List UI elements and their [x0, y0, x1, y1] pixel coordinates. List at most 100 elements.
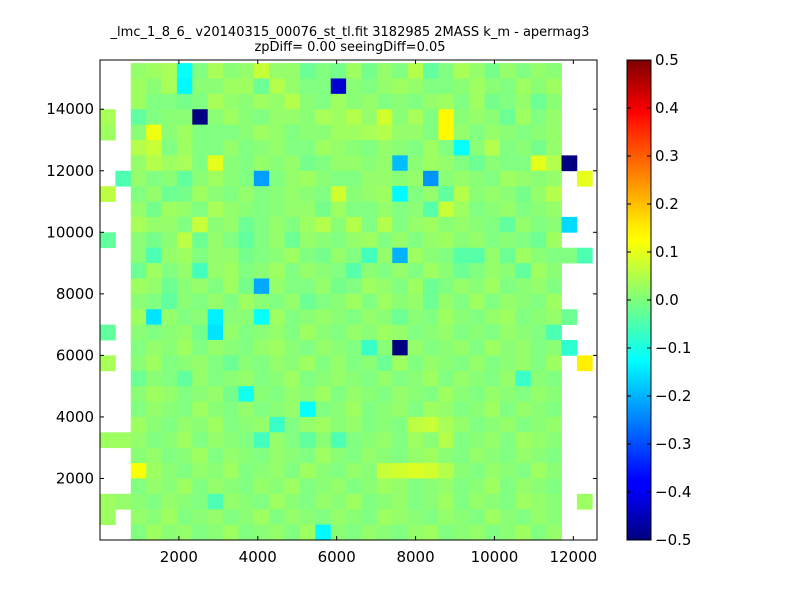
heatmap-cell	[361, 432, 378, 449]
heatmap-cell	[499, 124, 516, 141]
heatmap-cell	[299, 493, 316, 510]
heatmap-cell	[499, 201, 516, 218]
heatmap-cell	[223, 216, 239, 233]
heatmap-cell	[376, 370, 393, 387]
heatmap-cell	[346, 432, 362, 449]
heatmap-cell	[453, 109, 470, 126]
heatmap-cell	[392, 524, 409, 541]
heatmap-cell	[499, 524, 516, 541]
heatmap-cell	[176, 447, 193, 464]
heatmap-cell	[192, 155, 209, 172]
heatmap-cell	[530, 324, 547, 341]
heatmap-cell	[484, 509, 501, 526]
heatmap-cell	[423, 170, 439, 187]
heatmap-cell	[130, 324, 147, 341]
x-tick-label: 4000	[239, 548, 277, 566]
heatmap-cell	[207, 263, 224, 279]
heatmap-cell	[315, 247, 332, 264]
heatmap-cell	[161, 216, 178, 233]
heatmap-cell	[176, 63, 193, 79]
heatmap-cell	[392, 355, 409, 372]
heatmap-cell	[192, 186, 209, 202]
heatmap-cell	[269, 432, 285, 449]
heatmap-cell	[346, 278, 362, 295]
heatmap-cell	[346, 140, 362, 156]
heatmap-cell	[115, 170, 132, 187]
heatmap-cell	[438, 509, 455, 526]
heatmap-cell	[161, 124, 178, 141]
heatmap-cell	[392, 432, 409, 449]
heatmap-cell	[176, 109, 193, 126]
heatmap-cell	[546, 401, 562, 418]
heatmap-cell	[315, 278, 332, 295]
heatmap-cell	[453, 478, 470, 495]
heatmap-cell	[223, 278, 239, 295]
heatmap-cell	[423, 216, 439, 233]
heatmap-cell	[238, 355, 255, 372]
heatmap-cell	[299, 155, 316, 172]
heatmap-cell	[453, 124, 470, 141]
heatmap-cell	[453, 278, 470, 295]
heatmap-cell	[146, 355, 162, 372]
heatmap-cell	[238, 170, 255, 187]
heatmap-cell	[484, 432, 501, 449]
heatmap-cell	[392, 109, 409, 126]
heatmap-cell	[253, 78, 270, 95]
heatmap-cell	[269, 140, 285, 156]
heatmap-cell	[438, 186, 455, 202]
heatmap-cell	[484, 293, 501, 310]
heatmap-cell	[299, 293, 316, 310]
heatmap-cell	[346, 201, 362, 218]
heatmap-cell	[238, 340, 255, 356]
heatmap-cell	[161, 309, 178, 326]
heatmap-cell	[130, 247, 147, 264]
heatmap-cell	[146, 78, 162, 95]
heatmap-cell	[192, 293, 209, 310]
heatmap-cell	[392, 186, 409, 202]
heatmap-cell	[530, 524, 547, 541]
heatmap-cell	[207, 509, 224, 526]
heatmap-cell	[223, 447, 239, 464]
heatmap-cell	[530, 186, 547, 202]
heatmap-cell	[269, 416, 285, 433]
heatmap-cell	[330, 324, 347, 341]
heatmap-cell	[223, 324, 239, 341]
heatmap-cell	[530, 140, 547, 156]
heatmap-cell	[515, 309, 532, 326]
heatmap-cell	[484, 63, 501, 79]
heatmap-cell	[299, 247, 316, 264]
heatmap-cell	[161, 478, 178, 495]
heatmap-cell	[176, 170, 193, 187]
heatmap-cell	[515, 293, 532, 310]
heatmap-cell	[438, 124, 455, 141]
heatmap-cell	[207, 401, 224, 418]
heatmap-cell	[546, 432, 562, 449]
heatmap-cell	[453, 93, 470, 110]
heatmap-cell	[330, 155, 347, 172]
heatmap-cell	[438, 263, 455, 279]
heatmap-cell	[207, 278, 224, 295]
heatmap-cell	[576, 170, 593, 187]
heatmap-cell	[315, 293, 332, 310]
heatmap-cell	[438, 78, 455, 95]
heatmap-cell	[130, 140, 147, 156]
heatmap-cell	[269, 340, 285, 356]
heatmap-cell	[453, 324, 470, 341]
heatmap-cell	[469, 109, 485, 126]
heatmap-cell	[130, 340, 147, 356]
heatmap-cell	[361, 263, 378, 279]
heatmap-cell	[546, 386, 562, 402]
heatmap-cell	[376, 478, 393, 495]
heatmap-cell	[453, 309, 470, 326]
heatmap-cell	[546, 463, 562, 479]
heatmap-cell	[238, 386, 255, 402]
heatmap-cell	[176, 140, 193, 156]
heatmap-cell	[346, 370, 362, 387]
heatmap-cell	[223, 201, 239, 218]
heatmap-cell	[269, 493, 285, 510]
heatmap-cell	[423, 155, 439, 172]
heatmap-cell	[546, 293, 562, 310]
heatmap-cell	[392, 401, 409, 418]
heatmap-cell	[361, 170, 378, 187]
heatmap-cell	[376, 201, 393, 218]
